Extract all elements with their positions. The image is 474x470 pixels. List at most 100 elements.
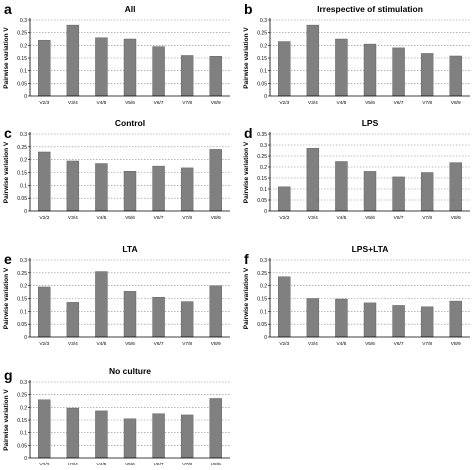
bar [209,398,222,459]
bar [420,53,434,97]
x-tick-label: V3/4 [308,100,318,106]
bar [152,413,165,459]
y-tick-label: 0.3 [20,258,27,264]
bar [95,410,108,459]
y-axis-label: Pairwise variation V [3,27,10,89]
bar [209,149,222,212]
bar [95,37,108,97]
chart-title: LPS [362,118,379,128]
panel-letter: c [4,125,12,141]
x-tick-label: V8/9 [451,341,461,347]
y-tick-label: 0.2 [20,284,27,290]
bar [278,41,291,97]
bar [449,300,462,338]
bar [306,148,320,212]
y-tick-label: 0.25 [257,31,267,37]
y-tick-label: 0.3 [20,380,27,386]
bar [66,302,80,338]
x-tick-label: V2/3 [279,215,289,221]
y-tick-label: 0.15 [17,171,27,177]
y-tick-label: 0.1 [20,183,27,189]
x-tick-label: V4/5 [336,215,346,221]
y-tick-label: 0.25 [17,31,27,37]
y-tick-label: 0.05 [17,443,27,449]
y-tick-label: 0.2 [260,165,267,171]
bar [420,306,434,338]
y-tick-label: 0.3 [260,18,267,24]
bar [38,40,51,97]
bar [335,298,348,338]
bar [180,301,194,338]
x-tick-label: V7/8 [422,215,432,221]
y-tick-label: 0.15 [17,418,27,424]
bar [95,163,108,212]
bar [38,286,51,338]
y-tick-label: 0 [264,94,267,100]
bar [392,176,405,212]
bar [180,414,194,459]
x-tick-label: V6/7 [154,341,164,347]
bar [180,55,194,97]
x-tick-label: V8/9 [211,100,221,106]
bar [392,47,405,97]
y-tick-label: 0.1 [20,309,27,315]
y-tick-label: 0.2 [20,43,27,49]
y-tick-label: 0.1 [260,309,267,315]
y-tick-label: 0.1 [20,69,27,75]
y-axis-label: Pairwise variation V [243,141,250,203]
y-tick-label: 0.25 [257,154,267,160]
x-tick-label: V2/3 [39,100,49,106]
x-tick-label: V6/7 [394,341,404,347]
bar [152,297,165,338]
chart-panel-b: b Irrespective of stimulation 0 0.05 0.1 0.15… [243,1,470,106]
bar [363,302,377,338]
y-tick-label: 0 [24,456,27,462]
x-tick-label: V6/7 [154,100,164,106]
x-tick-label: V8/9 [211,341,221,347]
y-tick-label: 0.25 [17,145,27,151]
x-tick-label: V2/3 [279,341,289,347]
bar [38,399,51,459]
chart-title: All [125,4,136,14]
y-tick-label: 0.15 [257,56,267,62]
y-tick-label: 0.1 [260,69,267,75]
x-tick-label: V7/8 [422,100,432,106]
chart-title: LPS+LTA [352,244,389,254]
y-tick-label: 0.3 [260,143,267,149]
y-tick-label: 0.1 [260,187,267,193]
x-tick-label: V4/5 [96,215,106,221]
y-tick-label: 0 [24,335,27,341]
y-tick-label: 0.15 [257,176,267,182]
bar [335,38,348,97]
panel-letter: a [4,1,12,17]
bar [363,43,377,97]
bar [38,151,51,212]
y-tick-label: 0.25 [17,271,27,277]
x-tick-label: V3/4 [68,341,78,347]
bar [123,418,137,459]
chart-title: Irrespective of stimulation [317,4,423,14]
x-tick-label: V6/7 [394,215,404,221]
y-axis-label: Pairwise variation V [3,141,10,203]
x-tick-label: V5/6 [365,341,375,347]
x-tick-label: V4/5 [336,341,346,347]
bar [123,171,137,212]
y-tick-label: 0.15 [17,297,27,303]
x-tick-label: V7/8 [422,341,432,347]
x-tick-label: V2/3 [39,215,49,221]
x-tick-label: V8/9 [211,215,221,221]
y-tick-label: 0.3 [260,258,267,264]
x-tick-label: V3/4 [68,100,78,106]
y-tick-label: 0.15 [257,297,267,303]
bar [335,161,348,212]
bar [152,165,165,212]
y-tick-label: 0.15 [17,56,27,62]
panel-letter: d [244,125,253,141]
y-tick-label: 0.2 [260,284,267,290]
x-tick-label: V7/8 [182,100,192,106]
y-tick-label: 0.3 [20,18,27,24]
x-tick-label: V2/3 [39,341,49,347]
y-tick-label: 0.1 [20,431,27,437]
